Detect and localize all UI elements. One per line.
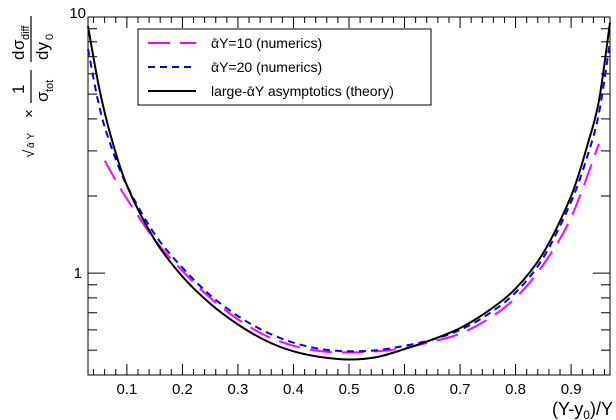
x-tick-label: 0.5 [339,381,360,398]
x-axis-title-tail: )/Y [590,399,613,419]
y-axis-title: √ ᾱ Y × 1 σ tot d σ diff dy 0 [8,16,57,159]
legend: ᾱY=10 (numerics) ᾱY=20 (numerics) large-… [137,28,432,106]
y-title-one: 1 [9,85,28,94]
x-tick-label: 0.3 [228,381,249,398]
svg-text:√ ᾱ Y × 1: √ ᾱ Y × 1 σ tot d σ diff dy 0 [8,21,57,159]
series-line-2 [87,22,611,361]
series-line-1 [87,41,611,353]
y-title-sigma-top: σ [9,39,28,50]
y-title-times: × [21,109,38,118]
x-tick-label: 0.2 [172,381,193,398]
series-layer [87,22,611,361]
y-title-root-arg: ᾱ Y [26,132,37,148]
x-tick-label: 0.9 [561,381,582,398]
x-tick-label: 0.1 [116,381,137,398]
y-title-root: √ [21,149,38,158]
x-axis-title-main: (Y-y [552,399,583,419]
legend-label-0: ᾱY=10 (numerics) [211,35,322,51]
x-tick-label: 0.6 [394,381,415,398]
legend-item-2: large-ᾱY asymptotics (theory) [148,83,394,99]
x-tick-label: 0.7 [450,381,471,398]
y-tick-label: 1 [74,265,82,282]
y-title-dy: dy [33,42,52,60]
x-tick-label: 0.8 [505,381,526,398]
legend-item-1: ᾱY=20 (numerics) [148,59,322,75]
legend-label-2: large-ᾱY asymptotics (theory) [211,83,394,99]
y-title-sigma: σ [33,91,52,102]
legend-item-0: ᾱY=10 (numerics) [148,35,322,51]
x-tick-label: 0.4 [283,381,304,398]
y-title-tot: tot [44,80,56,92]
x-axis-title-sub: 0 [583,408,590,420]
y-title-zero: 0 [44,34,56,40]
x-axis-title: (Y-y0)/Y [552,399,613,420]
y-tick-label: 10 [69,5,86,22]
legend-label-1: ᾱY=20 (numerics) [211,59,322,75]
y-title-d: d [9,51,28,60]
y-title-diff: diff [20,25,32,40]
